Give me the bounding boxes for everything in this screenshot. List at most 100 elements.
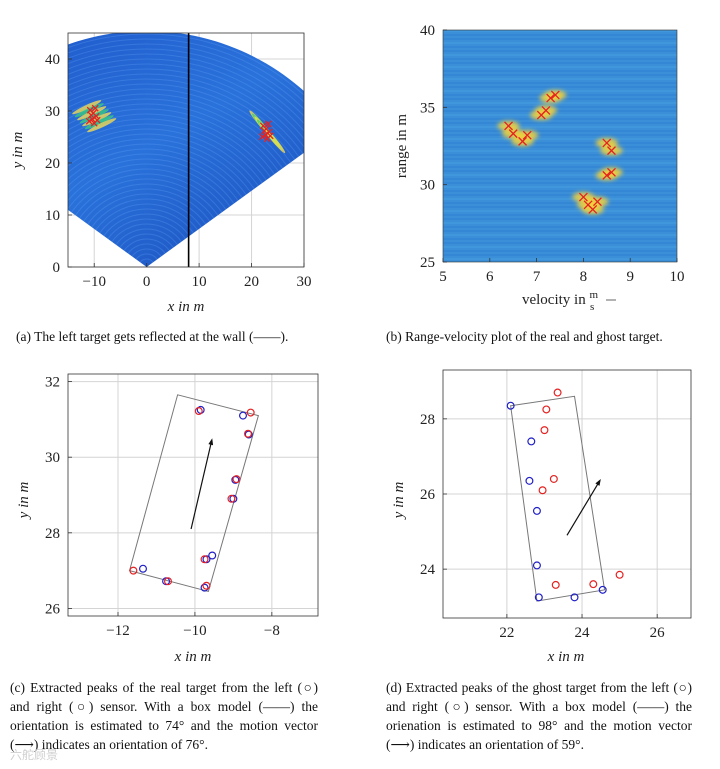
noise-stripe [443,162,677,164]
y-tick-label: 32 [45,375,60,391]
range-ring [68,113,271,178]
range-ring [119,233,174,248]
x-tick-label: −12 [106,623,129,639]
range-ring [103,213,190,237]
x-axis-label: x in m [167,299,205,315]
left-sensor-point [231,475,240,484]
range-ring [68,158,235,204]
y-tick-label: 40 [45,52,60,68]
peak-marker [546,93,556,103]
peak-marker [588,204,598,214]
range-ring [68,148,243,198]
noise-stripe [443,230,677,232]
range-ring [68,63,304,140]
y-tick-label: 10 [45,208,60,224]
y-tick-label: 30 [45,104,60,120]
right-sensor-point [549,474,558,483]
noise-stripe [443,246,677,248]
noise-stripe [443,174,677,176]
range-velocity-map [443,30,677,262]
peak-marker [607,146,616,156]
left-sensor-point [532,561,541,570]
noise-stripe [443,242,677,244]
noise-stripe [443,154,677,156]
noise-stripe [443,102,677,104]
y-tick-label: 40 [420,23,435,39]
y-axis-label: y in m [391,482,407,521]
x-axis-label: x in m [174,649,212,665]
noise-stripe [443,38,677,40]
x-tick-label: 22 [499,625,514,641]
noise-stripe [443,54,677,56]
panel-a: −10 0 10 20 30 0 10 20 30 40 x in m y in m (a) Th… [0,0,330,344]
panel-d-plot: 22 24 26 24 26 28 x in m y in m [391,369,692,665]
detection-marker [266,132,274,140]
y-tick-label: 30 [420,178,435,194]
panel-c: −12 −10 −8 26 28 30 32 x in m y in m (c) Extra… [0,360,330,769]
y-tick-label: 0 [53,260,61,276]
noise-stripe [443,142,677,144]
right-sensor-point [542,405,551,414]
y-tick-label: 26 [420,487,436,503]
detection-marker [87,111,95,119]
noise-stripe [443,182,677,184]
detection-marker [85,117,93,125]
right-sensor-point [538,486,547,495]
range-ring [68,123,263,184]
noise-stripe [443,114,677,116]
right-sensor-point [553,388,562,397]
right-sensor-point [200,555,209,564]
y-tick-label: 24 [420,562,436,578]
peak-marker [592,197,602,207]
noise-stripe [443,134,677,136]
noise-stripe [443,218,677,220]
noise-stripe [443,194,677,196]
noise-stripe [443,214,677,216]
detection-marker [258,133,266,141]
motion-vector-arrowhead [208,438,214,446]
range-ring [68,38,304,103]
noise-stripe [443,110,677,112]
noise-stripe [443,254,677,256]
target-streak [87,118,117,133]
range-ring [68,68,304,148]
noise-stripe [443,138,677,140]
y-tick-label: 26 [45,601,61,617]
noise-stripe [443,82,677,84]
range-ring [95,203,199,231]
noise-stripe [443,202,677,204]
noise-stripe [443,234,677,236]
x-tick-label: 30 [297,274,312,290]
noise-stripe [443,150,677,152]
y-tick-label: 28 [45,526,60,542]
range-ring [68,138,251,193]
noise-stripe [443,250,677,252]
range-ring [68,168,227,210]
peak-marker [518,136,528,146]
peak-marker [504,121,513,131]
motion-vector [566,483,599,536]
peak-marker [508,129,518,139]
noise-stripe [443,66,677,68]
x-tick-label: 9 [626,269,634,285]
peak-marker [578,192,588,202]
range-ring [83,188,211,222]
y-tick-label: 20 [45,156,60,172]
noise-stripe [443,190,677,192]
noise-stripe [443,34,677,36]
x-tick-label: −10 [183,623,206,639]
range-ring [99,208,194,234]
peak-marker [522,130,532,140]
x-tick-label: −10 [82,274,105,290]
peak-marker [550,90,560,100]
noise-stripe [443,70,677,72]
detection-marker [91,104,99,112]
x-tick-label: 20 [244,274,259,290]
left-sensor-point [532,506,541,515]
range-ring [68,143,247,195]
range-ring [68,78,300,157]
x-tick-label: 10 [670,269,685,285]
noise-stripe [443,210,677,212]
